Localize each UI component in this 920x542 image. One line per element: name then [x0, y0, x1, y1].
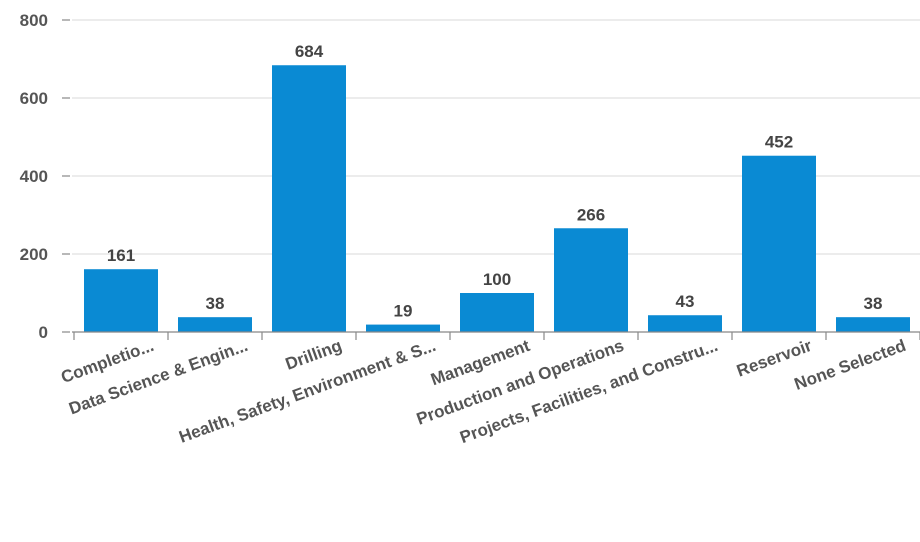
bar [84, 269, 158, 332]
bar [742, 155, 816, 332]
data-label: 100 [483, 270, 511, 289]
bar [554, 228, 628, 332]
data-label: 38 [206, 294, 225, 313]
bar [836, 317, 910, 332]
y-tick-label: 600 [20, 89, 48, 108]
data-label: 684 [295, 42, 324, 61]
category-labels: Completio...Data Science & Engin... Drill… [58, 336, 908, 447]
data-label: 266 [577, 205, 605, 224]
data-label: 452 [765, 133, 793, 152]
bar [366, 324, 440, 332]
bar [272, 65, 346, 333]
bar [178, 317, 252, 332]
x-axis-ticks [73, 332, 920, 340]
data-label: 161 [107, 246, 135, 265]
data-label: 43 [676, 292, 695, 311]
y-tick-label: 400 [20, 167, 48, 186]
bar [460, 293, 534, 332]
bars [84, 65, 910, 333]
category-label: Drilling [283, 336, 345, 374]
data-labels: 161 38 684 19 100 266 43 452 38 [107, 42, 883, 320]
bar [648, 315, 722, 332]
y-tick-label: 0 [39, 323, 48, 342]
category-label: Data Science & Engin... [66, 336, 250, 418]
y-axis-ticks: 0 200 400 600 800 [20, 11, 70, 342]
data-label: 38 [864, 294, 883, 313]
data-label: 19 [394, 302, 413, 321]
y-tick-label: 200 [20, 245, 48, 264]
y-tick-label: 800 [20, 11, 48, 30]
